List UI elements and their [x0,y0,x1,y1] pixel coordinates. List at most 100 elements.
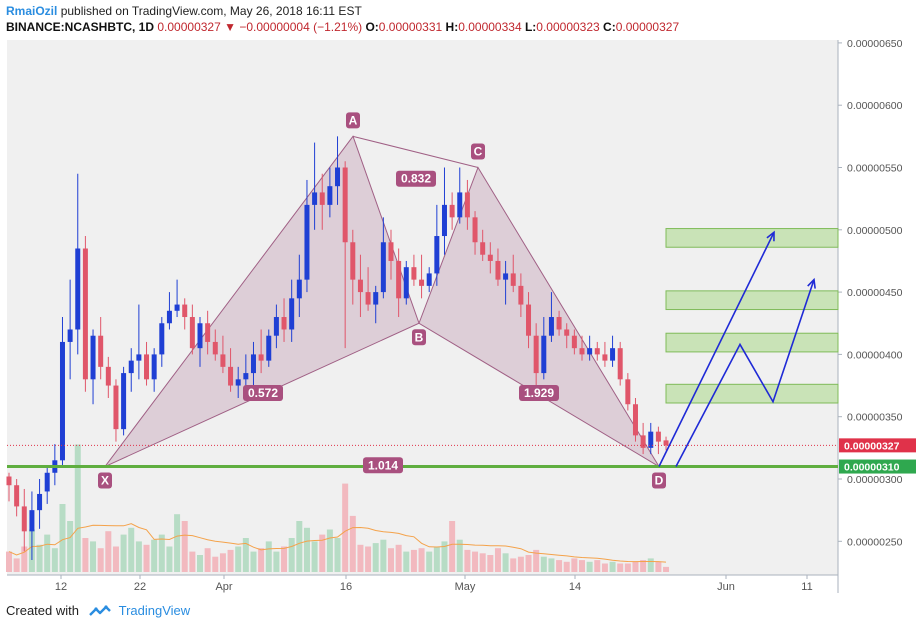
candle-body [472,217,478,243]
candle-body [121,373,127,430]
point-label-a: A [346,112,360,129]
candle [541,317,547,380]
candle [182,298,188,330]
x-tick-label: 22 [134,581,146,593]
candle-body [67,329,73,342]
volume-bar [403,551,410,572]
candle-body [335,167,341,187]
candle-body [365,292,371,305]
volume-bar [242,538,249,572]
candle-body [312,192,318,205]
candle-body [90,335,96,380]
ohlc-line: BINANCE:NCASHBTC, 1D 0.00000327 ▼ −0.000… [6,19,679,35]
label-box [243,385,283,402]
candle [411,254,417,286]
candle-body [411,267,417,280]
candle [6,472,12,502]
volume-bar [112,546,119,572]
volume-bar [342,483,349,572]
candle-body [136,354,142,361]
candle-body [610,348,616,361]
low-value: 0.00000323 [536,20,600,34]
volume-bar [265,541,272,572]
volume-bar [647,558,654,572]
label-text: B [415,330,424,344]
volume-bar [540,556,547,572]
volume-bar [59,504,66,572]
candle [121,366,127,436]
volume-bar [563,561,570,572]
candle-body [380,242,386,293]
volume-bar [433,546,440,572]
high-label: H: [445,20,459,34]
point-label-b: B [412,329,426,346]
candle [289,279,295,342]
candle [67,279,73,380]
label-box [396,170,436,187]
candle-body [289,298,295,330]
volume-bar [135,541,142,572]
point-label-c: C [471,143,485,160]
volume-bar [105,531,112,572]
candle [648,422,654,455]
volume-bar [158,534,165,572]
candle [457,167,463,224]
ratio-label: 0.832 [396,170,436,187]
candle [556,310,562,336]
y-tick-label: 0.00000450 [847,287,903,299]
volume-bar [395,544,402,572]
candle-body [159,323,165,355]
candle [571,329,577,355]
candle-body [220,354,226,367]
volume-bar [510,558,517,572]
label-box [98,472,112,489]
volume-bar [151,539,158,572]
candle [396,248,402,318]
volume-bar [357,544,364,572]
candle [90,329,96,405]
y-tick-label: 0.00000600 [847,100,903,112]
candle-body [144,354,150,380]
price-badge: 0.00000310 [839,459,916,474]
volume-bar [21,546,28,572]
point-label-d: D [652,472,666,489]
candle [564,323,570,349]
price-chart[interactable]: 0.00000650 0.00000600 0.00000550 0.00000500… [0,0,917,600]
candle [335,136,341,205]
candle [75,173,81,355]
close-value: 0.00000327 [615,20,680,34]
candle [82,236,88,392]
y-tick-label: 0.00000550 [847,163,903,175]
candle [128,348,134,392]
candle [503,260,509,305]
x-tick-label: 11 [801,581,812,593]
candle-body [228,366,234,386]
candle-body [663,440,669,446]
candle-body [197,323,203,349]
volume-bar [197,555,203,572]
candle [189,304,195,355]
label-text: C [474,145,483,159]
candle-body [625,379,631,405]
candle-body [617,348,623,380]
volume-bar [586,561,593,572]
publish-line: RmaiOzil published on TradingView.com, M… [6,3,679,19]
tradingview-link[interactable]: TradingView [118,603,191,618]
candle [205,310,211,355]
candle [441,167,447,255]
projection-arrow-long [658,231,775,467]
volume-bar [82,538,89,572]
volume-bar [120,534,127,572]
candle-body [518,285,524,305]
volume-bar [204,548,211,572]
candle [403,260,409,305]
volume-bar [319,534,326,572]
candle [258,329,264,374]
volume-bar [441,541,448,572]
volume-bar [311,541,318,572]
candle [136,304,142,380]
author-name[interactable]: RmaiOzil [6,4,58,18]
projection-arrow-zigzag [675,279,815,467]
high-value: 0.00000334 [458,20,522,34]
volume-bar [143,544,150,572]
